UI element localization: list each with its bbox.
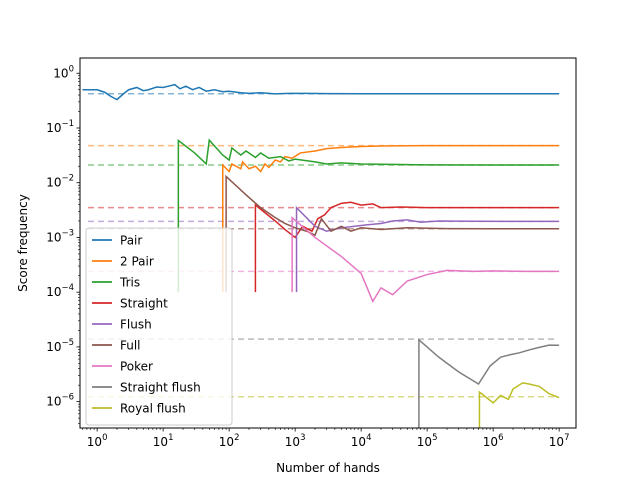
plot-area [82,83,560,428]
x-tick-label: 101 [153,433,174,449]
x-axis-label: Number of hands [276,461,380,475]
legend-label-full: Full [120,339,141,353]
legend-label-poker: Poker [120,360,153,374]
legend-label-royal-flush: Royal flush [120,402,186,416]
y-tick-label: 10−3 [46,228,74,244]
series-line-straight-flush [418,338,560,428]
legend-label-pair: Pair [120,234,142,248]
x-tick-label: 106 [483,433,504,449]
series-line-tris [177,138,560,293]
y-tick-label: 100 [53,64,74,80]
y-tick-label: 10−6 [46,393,74,409]
y-axis-label: Score frequency [16,194,30,292]
series-line-full [225,174,560,293]
legend-label-tris: Tris [119,276,140,290]
series-line-straight [254,201,560,293]
x-tick-label: 105 [417,433,438,449]
legend: Pair 2 Pair Tris Straight Flush Full Poker Stra… [85,227,233,426]
y-tick-label: 10−5 [46,338,74,354]
x-tick-label: 102 [219,433,240,449]
y-tick-label: 10−1 [46,119,74,135]
series-line-flush [295,205,560,293]
x-tick-label: 103 [285,433,306,449]
series-line-2-pair [221,144,560,293]
series-line-royal-flush [478,382,560,428]
legend-label-2-pair: 2 Pair [120,255,154,269]
plot-frame [79,57,577,429]
legend-label-flush: Flush [120,318,152,332]
y-tick-label: 10−4 [46,283,74,299]
legend-label-straight: Straight [120,297,168,311]
x-tick-label: 100 [87,433,108,449]
y-tick-label: 10−2 [46,174,74,190]
legend-label-straight-flush: Straight flush [120,381,201,395]
series-line-poker [291,216,560,303]
x-tick-label: 104 [351,433,372,449]
legend-box [85,227,233,426]
x-axis: 100 101 102 103 104 105 106 107 [82,428,570,449]
x-tick-label: 107 [549,433,570,449]
series-line-pair [82,83,560,101]
